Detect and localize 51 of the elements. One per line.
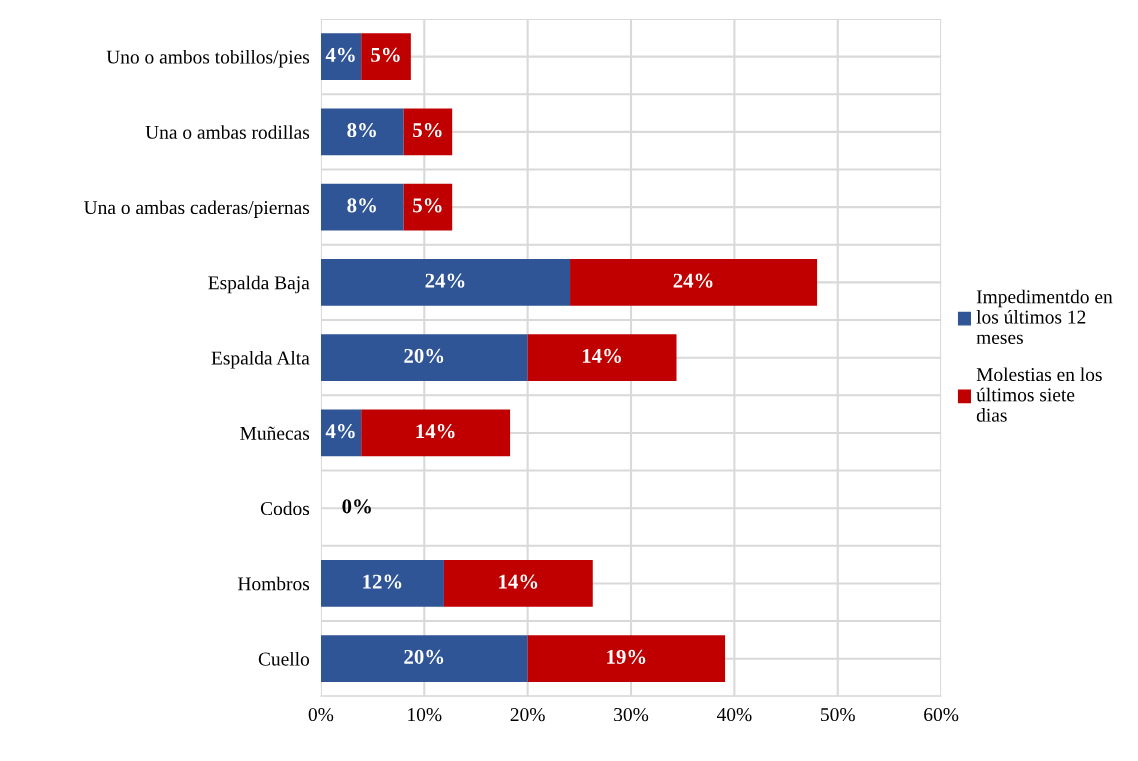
bar [361,409,511,457]
x-tick-label: 10% [408,707,442,722]
data-label: 4% [325,424,355,439]
x-tick-label: 40% [716,707,752,722]
x-tick-label: 50% [821,707,855,722]
data-label: 14% [582,348,621,363]
y-tick-label: Una o ambas rodillas [145,125,310,139]
bar [320,108,404,156]
bar [320,635,528,683]
y-tick-label: Hombros [237,576,310,591]
bar [527,635,726,683]
bar [443,560,593,607]
legend-label: Molestias en los últimos siete dias [976,367,1102,422]
bar [320,334,528,381]
bar [403,183,453,231]
data-label: 20% [404,649,444,664]
y-tick-label: Espalda Baja [208,275,310,294]
data-label: 8% [347,123,376,138]
x-tick-label: 0% [308,707,334,722]
x-tick-label: 60% [924,707,959,722]
bar [527,334,677,381]
data-label: 8% [347,198,376,213]
bar [320,33,362,80]
data-label: 24% [673,273,713,288]
data-label: 5% [413,123,442,138]
data-label: 24% [425,273,465,288]
bar [320,560,444,607]
data-label: 19% [607,649,646,664]
bar [320,259,571,306]
y-tick-label: Uno o ambos tobillos/pies [106,49,310,68]
bar [320,409,362,457]
data-label: 5% [413,198,442,213]
bar [361,33,411,80]
y-tick-label: Codos [260,501,310,516]
x-tick-label: 20% [510,707,545,722]
data-label: 0% [342,499,371,514]
legend-label: Impedimentdo en los últimos 12 meses [976,289,1113,344]
bar [403,108,453,156]
y-tick-label: Cuello [258,651,310,666]
data-label: 14% [416,424,455,439]
y-tick-label: Muñecas [240,426,310,440]
data-label: 14% [499,574,538,589]
bar [570,259,818,306]
bar [320,183,404,231]
x-tick-label: 30% [614,707,649,722]
y-tick-label: Una o ambas caderas/piernas [83,200,310,219]
data-label: 4% [325,47,355,62]
y-tick-label: Espalda Alta [211,350,310,369]
data-label: 20% [404,348,444,363]
data-label: 12% [363,574,402,589]
data-label: 5% [371,47,400,62]
